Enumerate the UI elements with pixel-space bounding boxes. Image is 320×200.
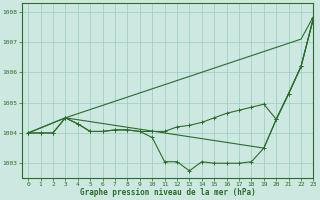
X-axis label: Graphe pression niveau de la mer (hPa): Graphe pression niveau de la mer (hPa) (80, 188, 256, 197)
